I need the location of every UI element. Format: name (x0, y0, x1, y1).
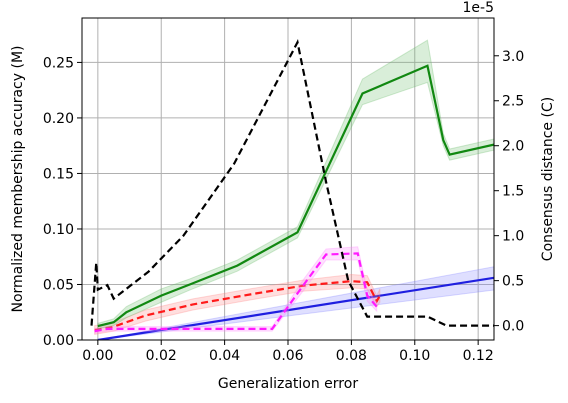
x-tick-label: 0.02 (146, 348, 177, 364)
y2-tick-label: 1.5 (502, 184, 524, 200)
y2-axis-label: Consensus distance (C) (540, 97, 556, 261)
y2-tick-label: 1.0 (502, 229, 524, 245)
error-band (94, 246, 378, 334)
y2-tick-label: 0.0 (502, 319, 524, 335)
plot-frame (81, 17, 495, 341)
error-band (97, 39, 494, 330)
y-tick-label: 0.10 (43, 222, 74, 238)
y2-offset-label: 1e-5 (463, 0, 494, 16)
y2-tick-label: 2.5 (502, 94, 524, 110)
y2-tick-label: 2.0 (502, 139, 524, 155)
x-tick-label: 0.12 (463, 348, 494, 364)
y-tick-label: 0.15 (43, 166, 74, 182)
x-tick-label: 0.00 (82, 348, 113, 364)
error-band (97, 266, 494, 340)
y2-tick-label: 3.0 (502, 49, 524, 65)
x-tick-label: 0.08 (336, 348, 367, 364)
series-line (90, 39, 494, 327)
error-band (94, 273, 381, 336)
y2-tick-label: 0.5 (502, 274, 524, 290)
x-tick-label: 0.06 (272, 348, 303, 364)
y-axis-label: Normalized membership accuracy (M) (10, 46, 26, 313)
series-line (94, 280, 381, 332)
x-axis-label: Generalization error (218, 376, 358, 392)
series-line (97, 64, 494, 328)
x-tick-label: 0.04 (209, 348, 240, 364)
x-tick-label: 0.10 (399, 348, 430, 364)
y-tick-label: 0.00 (43, 333, 74, 349)
y-tick-label: 0.25 (43, 55, 74, 71)
y-tick-label: 0.05 (43, 277, 74, 293)
y-tick-label: 0.20 (43, 111, 74, 127)
